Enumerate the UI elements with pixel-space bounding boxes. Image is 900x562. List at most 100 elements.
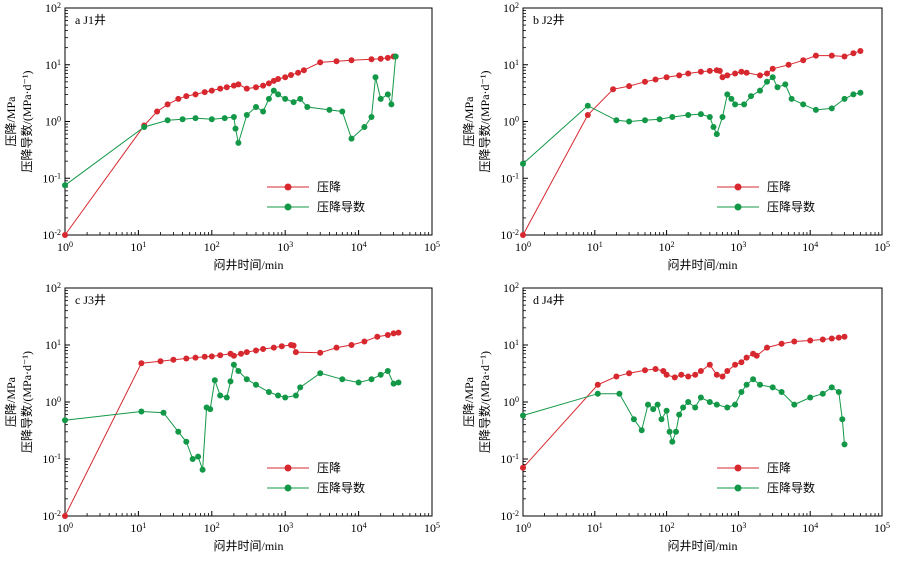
data-point xyxy=(333,344,340,351)
data-point xyxy=(295,69,302,76)
y-tick-label: 101 xyxy=(45,57,61,72)
y-tick-label: 101 xyxy=(503,57,519,72)
series-derivative xyxy=(520,376,848,448)
data-point xyxy=(594,390,601,397)
data-point xyxy=(724,91,731,98)
data-point xyxy=(326,106,333,113)
data-point xyxy=(650,406,657,413)
data-point xyxy=(642,367,648,374)
data-point xyxy=(841,441,848,448)
data-point xyxy=(230,361,237,368)
y-tick-label: 101 xyxy=(503,338,519,353)
data-point xyxy=(292,349,299,356)
data-point xyxy=(368,56,375,63)
data-point xyxy=(253,347,259,354)
data-point xyxy=(230,82,237,89)
data-point xyxy=(642,117,648,124)
data-point xyxy=(260,82,267,89)
x-tick-label: 103 xyxy=(730,521,746,536)
data-point xyxy=(192,354,199,361)
data-point xyxy=(62,232,68,238)
data-point xyxy=(584,112,591,118)
data-point xyxy=(395,379,402,386)
data-point xyxy=(230,114,237,120)
data-point xyxy=(377,95,384,102)
data-point xyxy=(208,353,215,360)
data-point xyxy=(160,409,167,416)
data-point xyxy=(812,106,819,113)
data-point xyxy=(235,368,242,374)
data-point xyxy=(616,390,623,397)
data-point xyxy=(223,84,230,91)
data-point xyxy=(638,427,645,434)
data-point xyxy=(626,118,633,125)
data-point xyxy=(850,91,857,98)
y-tick-label: 10-2 xyxy=(42,228,61,243)
y-tick-label: 100 xyxy=(45,114,61,129)
data-point xyxy=(217,352,224,359)
data-point xyxy=(154,108,161,115)
data-point xyxy=(764,344,770,351)
data-point xyxy=(839,416,846,423)
y-tick-label: 10-2 xyxy=(500,509,519,524)
data-point xyxy=(828,52,835,59)
data-point xyxy=(750,376,757,383)
data-point xyxy=(164,117,171,124)
data-point xyxy=(243,349,250,356)
data-point xyxy=(304,104,311,110)
data-point xyxy=(208,116,215,123)
data-point xyxy=(243,85,250,92)
data-point xyxy=(850,50,857,57)
data-point xyxy=(732,101,739,108)
data-point xyxy=(368,114,375,120)
x-tick-label: 101 xyxy=(130,521,146,536)
data-point xyxy=(253,104,259,110)
data-point xyxy=(692,404,699,411)
y-axis-label-derivative: 压降导数/(MPa·d⁻¹) xyxy=(19,351,34,453)
y-tick-label: 100 xyxy=(503,395,519,410)
data-point xyxy=(584,102,591,109)
data-point xyxy=(390,380,397,387)
y-axis-label-derivative: 压降导数/(MPa·d⁻¹) xyxy=(477,71,492,173)
chart-panel-2: 100 101 102 103 104 105 10-2 10-1 100 101 102 b J2井… xyxy=(462,1,890,273)
data-point xyxy=(828,384,835,391)
series-derivative xyxy=(62,53,399,189)
series-pressure xyxy=(62,53,397,238)
data-point xyxy=(270,87,277,94)
data-point xyxy=(764,78,770,85)
data-point xyxy=(520,232,526,238)
data-point xyxy=(738,359,745,366)
data-point xyxy=(719,373,726,380)
data-point xyxy=(270,344,277,351)
legend-entry-label: 压降导数 xyxy=(317,480,365,495)
data-point xyxy=(290,342,297,349)
data-point xyxy=(669,114,676,120)
data-point xyxy=(732,401,739,408)
data-point xyxy=(719,74,726,81)
x-tick-label: 101 xyxy=(587,521,603,536)
data-point xyxy=(724,72,731,79)
data-point xyxy=(372,74,379,81)
y-tick-label: 10-2 xyxy=(42,509,61,524)
data-point xyxy=(724,404,731,411)
data-point xyxy=(743,354,750,361)
data-point xyxy=(757,381,763,388)
data-point xyxy=(706,114,713,120)
x-tick-label: 101 xyxy=(130,240,146,255)
data-point xyxy=(778,389,785,395)
x-axis-label: 闷井时间/min xyxy=(667,257,737,272)
panel-label: d J4井 xyxy=(533,293,565,307)
x-tick-label: 103 xyxy=(277,521,293,536)
data-point xyxy=(384,54,391,61)
data-point xyxy=(361,124,368,130)
legend-entry-label: 压降 xyxy=(317,180,341,194)
data-point xyxy=(630,416,637,423)
chart-panel-3: 100 101 102 103 104 105 10-2 10-1 100 101 102 c J3井… xyxy=(4,281,440,554)
data-point xyxy=(275,91,282,98)
data-point xyxy=(392,53,399,60)
data-point xyxy=(685,112,692,118)
data-point xyxy=(333,58,340,65)
data-point xyxy=(697,111,704,118)
data-point xyxy=(652,366,659,372)
